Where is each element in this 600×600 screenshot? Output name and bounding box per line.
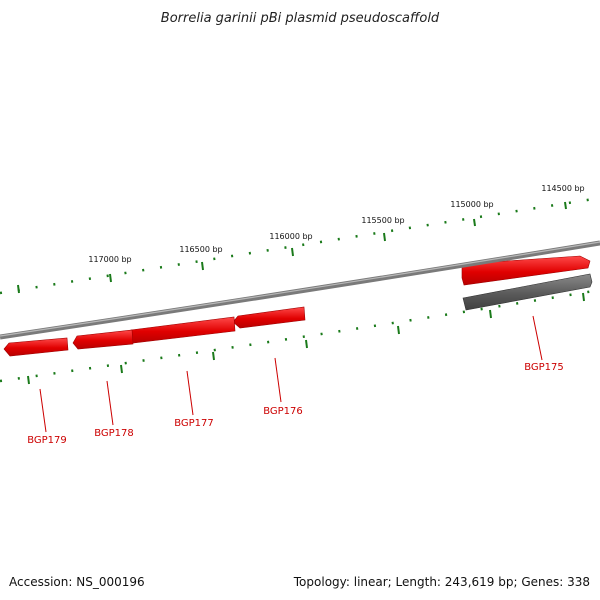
tick-label-116000: 116000 bp [269,232,312,241]
accession-text: Accession: NS_000196 [9,575,145,589]
leader-bgp178 [106,380,114,426]
major-tick [120,364,123,374]
topology-summary-text: Topology: linear; Length: 243,619 bp; Ge… [293,575,590,589]
gene-bgp177-reverse-arrow[interactable] [130,316,236,344]
major-tick [27,375,30,385]
gene-label-bgp179[interactable]: BGP179 [27,435,67,446]
major-tick [489,309,492,319]
major-tick [564,201,567,210]
major-tick [397,325,400,335]
gene-label-bgp177[interactable]: BGP177 [174,418,214,429]
gene-bgp178-reverse-arrow[interactable] [72,329,134,350]
tick-label-115000: 115000 bp [450,200,493,209]
major-tick [291,247,294,257]
major-tick [383,232,386,242]
gene-label-bgp175[interactable]: BGP175 [524,362,564,373]
tick-label-115500: 115500 bp [361,216,404,225]
gene-bgp176-reverse-arrow[interactable] [232,306,306,329]
major-tick [582,292,585,302]
selected-feature-arrow[interactable] [462,273,593,311]
leader-bgp179 [39,388,47,433]
sequence-backbone-highlight [0,241,600,337]
leader-bgp177 [186,370,194,416]
outer-ruler: 114500 bp 115000 bp 115500 bp 116000 bp … [0,184,600,295]
major-tick [473,218,476,227]
gene-label-bgp178[interactable]: BGP178 [94,428,134,439]
outer-ruler-dots [0,196,600,295]
inner-ruler [0,288,600,385]
leader-bgp176 [274,357,282,403]
major-tick [109,273,112,283]
tick-label-114500: 114500 bp [541,184,584,193]
gene-bgp175-forward-arrow[interactable] [461,255,591,286]
tick-label-117000: 117000 bp [88,255,131,264]
gene-label-leaders [39,315,543,433]
map-title: Borrelia garinii pBi plasmid pseudoscaff… [161,11,440,26]
major-tick [212,351,215,361]
gene-bgp179-reverse-arrow[interactable] [3,337,69,357]
major-tick [305,339,308,349]
major-tick [17,284,20,294]
leader-bgp175 [532,315,543,361]
gene-label-bgp176[interactable]: BGP176 [263,406,303,417]
major-tick [201,261,204,271]
tick-label-116500: 116500 bp [179,245,222,254]
sequence-backbone [0,240,600,340]
